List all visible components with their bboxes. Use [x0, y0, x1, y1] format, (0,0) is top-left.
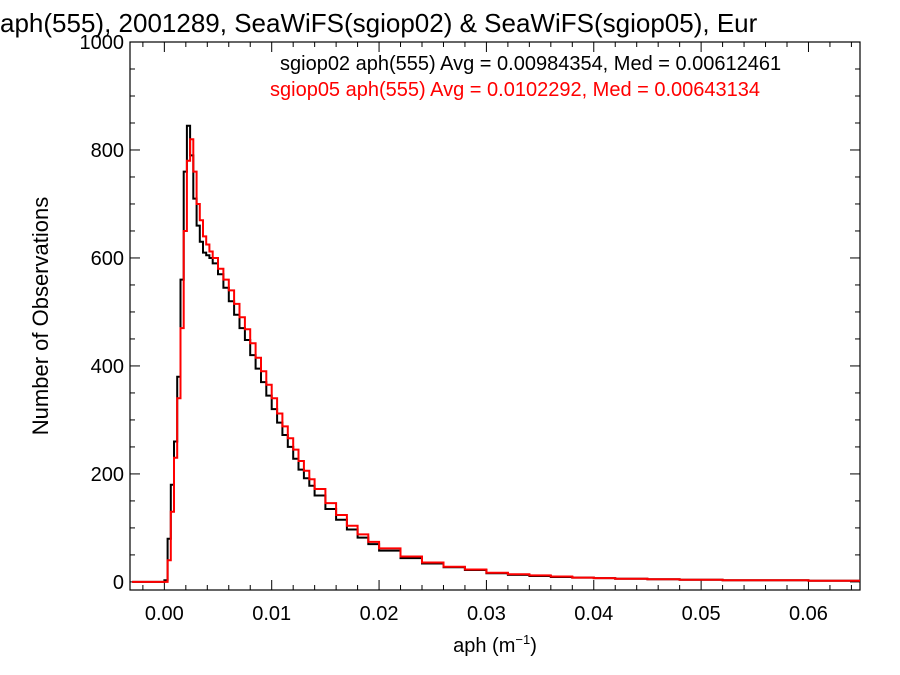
series-line-sgiop05 [132, 138, 860, 583]
x-axis-label-main: aph (m [453, 635, 515, 657]
stats-annotation-sgiop02: sgiop02 aph(555) Avg = 0.00984354, Med =… [280, 53, 781, 75]
y-tick-label: 0 [113, 572, 124, 594]
x-tick-label: 0.01 [252, 603, 291, 625]
stats-annotation-sgiop05: sgiop05 aph(555) Avg = 0.0102292, Med = … [270, 79, 760, 101]
x-tick-label: 0.06 [789, 603, 828, 625]
series-layer [132, 124, 860, 583]
y-tick-label: 800 [91, 140, 124, 162]
x-axis-label: aph (m−1) [453, 632, 537, 657]
x-tick-label: 0.00 [145, 603, 184, 625]
x-axis-label-exponent: −1 [515, 632, 530, 647]
chart-title: aph(555), 2001289, SeaWiFS(sgiop02) & Se… [0, 8, 758, 38]
x-tick-label: 0.05 [682, 603, 721, 625]
y-tick-label: 400 [91, 356, 124, 378]
y-tick-label: 200 [91, 464, 124, 486]
y-tick-label: 600 [91, 248, 124, 270]
axis-tick-labels: 0.00 0.01 0.02 0.03 0.04 0.05 0.06 0 200 400 600 80… [80, 32, 828, 625]
x-tick-label: 0.04 [574, 603, 613, 625]
y-tick-label: 1000 [80, 32, 125, 54]
x-tick-label: 0.02 [360, 603, 399, 625]
x-tick-label: 0.03 [467, 603, 506, 625]
plot-frame [129, 41, 861, 591]
series-line-sgiop02 [132, 124, 860, 583]
y-axis-label: Number of Observations [28, 197, 53, 435]
x-axis-label-close: ) [530, 635, 537, 657]
